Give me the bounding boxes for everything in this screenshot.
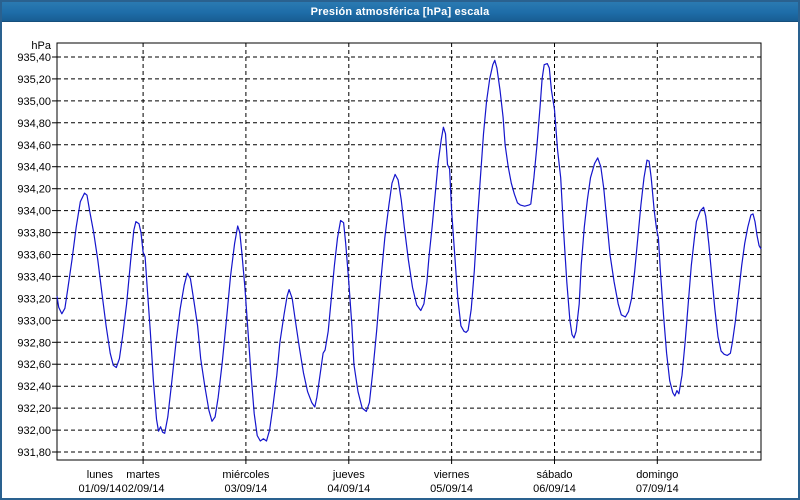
y-tick-label: 934,00 — [17, 206, 51, 218]
y-tick-label: 932,60 — [17, 359, 51, 371]
y-tick-label: 934,80 — [17, 118, 51, 130]
x-day-label: jueves — [332, 469, 365, 481]
y-tick-label: 933,80 — [17, 228, 51, 240]
y-axis-labels: 935,40 935,20 935,00 934,80 934,60 934,40 934,… — [17, 40, 52, 459]
y-tick-label: 933,20 — [17, 293, 51, 305]
x-day-label: viernes — [434, 469, 470, 481]
y-axis-ticks — [52, 56, 57, 453]
plot-border — [56, 42, 762, 461]
pressure-series-line — [56, 59, 762, 442]
x-day-label: lunes — [87, 469, 114, 481]
x-date-label: 03/09/14 — [224, 483, 267, 495]
y-tick-label: 935,40 — [17, 52, 51, 64]
y-tick-label: 932,00 — [17, 425, 51, 437]
x-day-label: domingo — [636, 469, 678, 481]
pressure-series — [56, 59, 762, 442]
x-day-label: sábado — [536, 469, 572, 481]
y-tick-label: 933,40 — [17, 271, 51, 283]
x-date-label: 01/09/14 — [78, 483, 121, 495]
window-titlebar: Presión atmosférica [hPa] escala — [2, 2, 798, 22]
y-tick-label: 933,60 — [17, 250, 51, 262]
y-tick-label: 935,00 — [17, 96, 51, 108]
y-tick-label: 934,20 — [17, 184, 51, 196]
x-date-label: 06/09/14 — [533, 483, 576, 495]
window-title: Presión atmosférica [hPa] escala — [310, 5, 490, 18]
y-tick-label: 931,80 — [17, 447, 51, 459]
y-tick-label: 932,20 — [17, 403, 51, 415]
x-axis-labels: lunes 01/09/14 martes 02/09/14 miércoles 03/0… — [78, 469, 678, 495]
x-day-label: martes — [126, 469, 160, 481]
y-tick-label: 935,20 — [17, 74, 51, 86]
x-date-label: 02/09/14 — [122, 483, 165, 495]
x-day-label: miércoles — [222, 469, 270, 481]
vertical-gridlines — [142, 43, 658, 460]
x-date-label: 04/09/14 — [327, 483, 370, 495]
x-date-label: 07/09/14 — [636, 483, 679, 495]
x-date-label: 05/09/14 — [430, 483, 473, 495]
y-tick-label: 933,00 — [17, 315, 51, 327]
y-tick-label: 932,40 — [17, 381, 51, 393]
y-tick-label: 934,60 — [17, 140, 51, 152]
horizontal-gridlines — [57, 56, 761, 453]
y-axis-unit-label: hPa — [31, 40, 51, 52]
y-tick-label: 934,40 — [17, 162, 51, 174]
y-tick-label: 932,80 — [17, 337, 51, 349]
x-axis-ticks — [142, 460, 658, 464]
